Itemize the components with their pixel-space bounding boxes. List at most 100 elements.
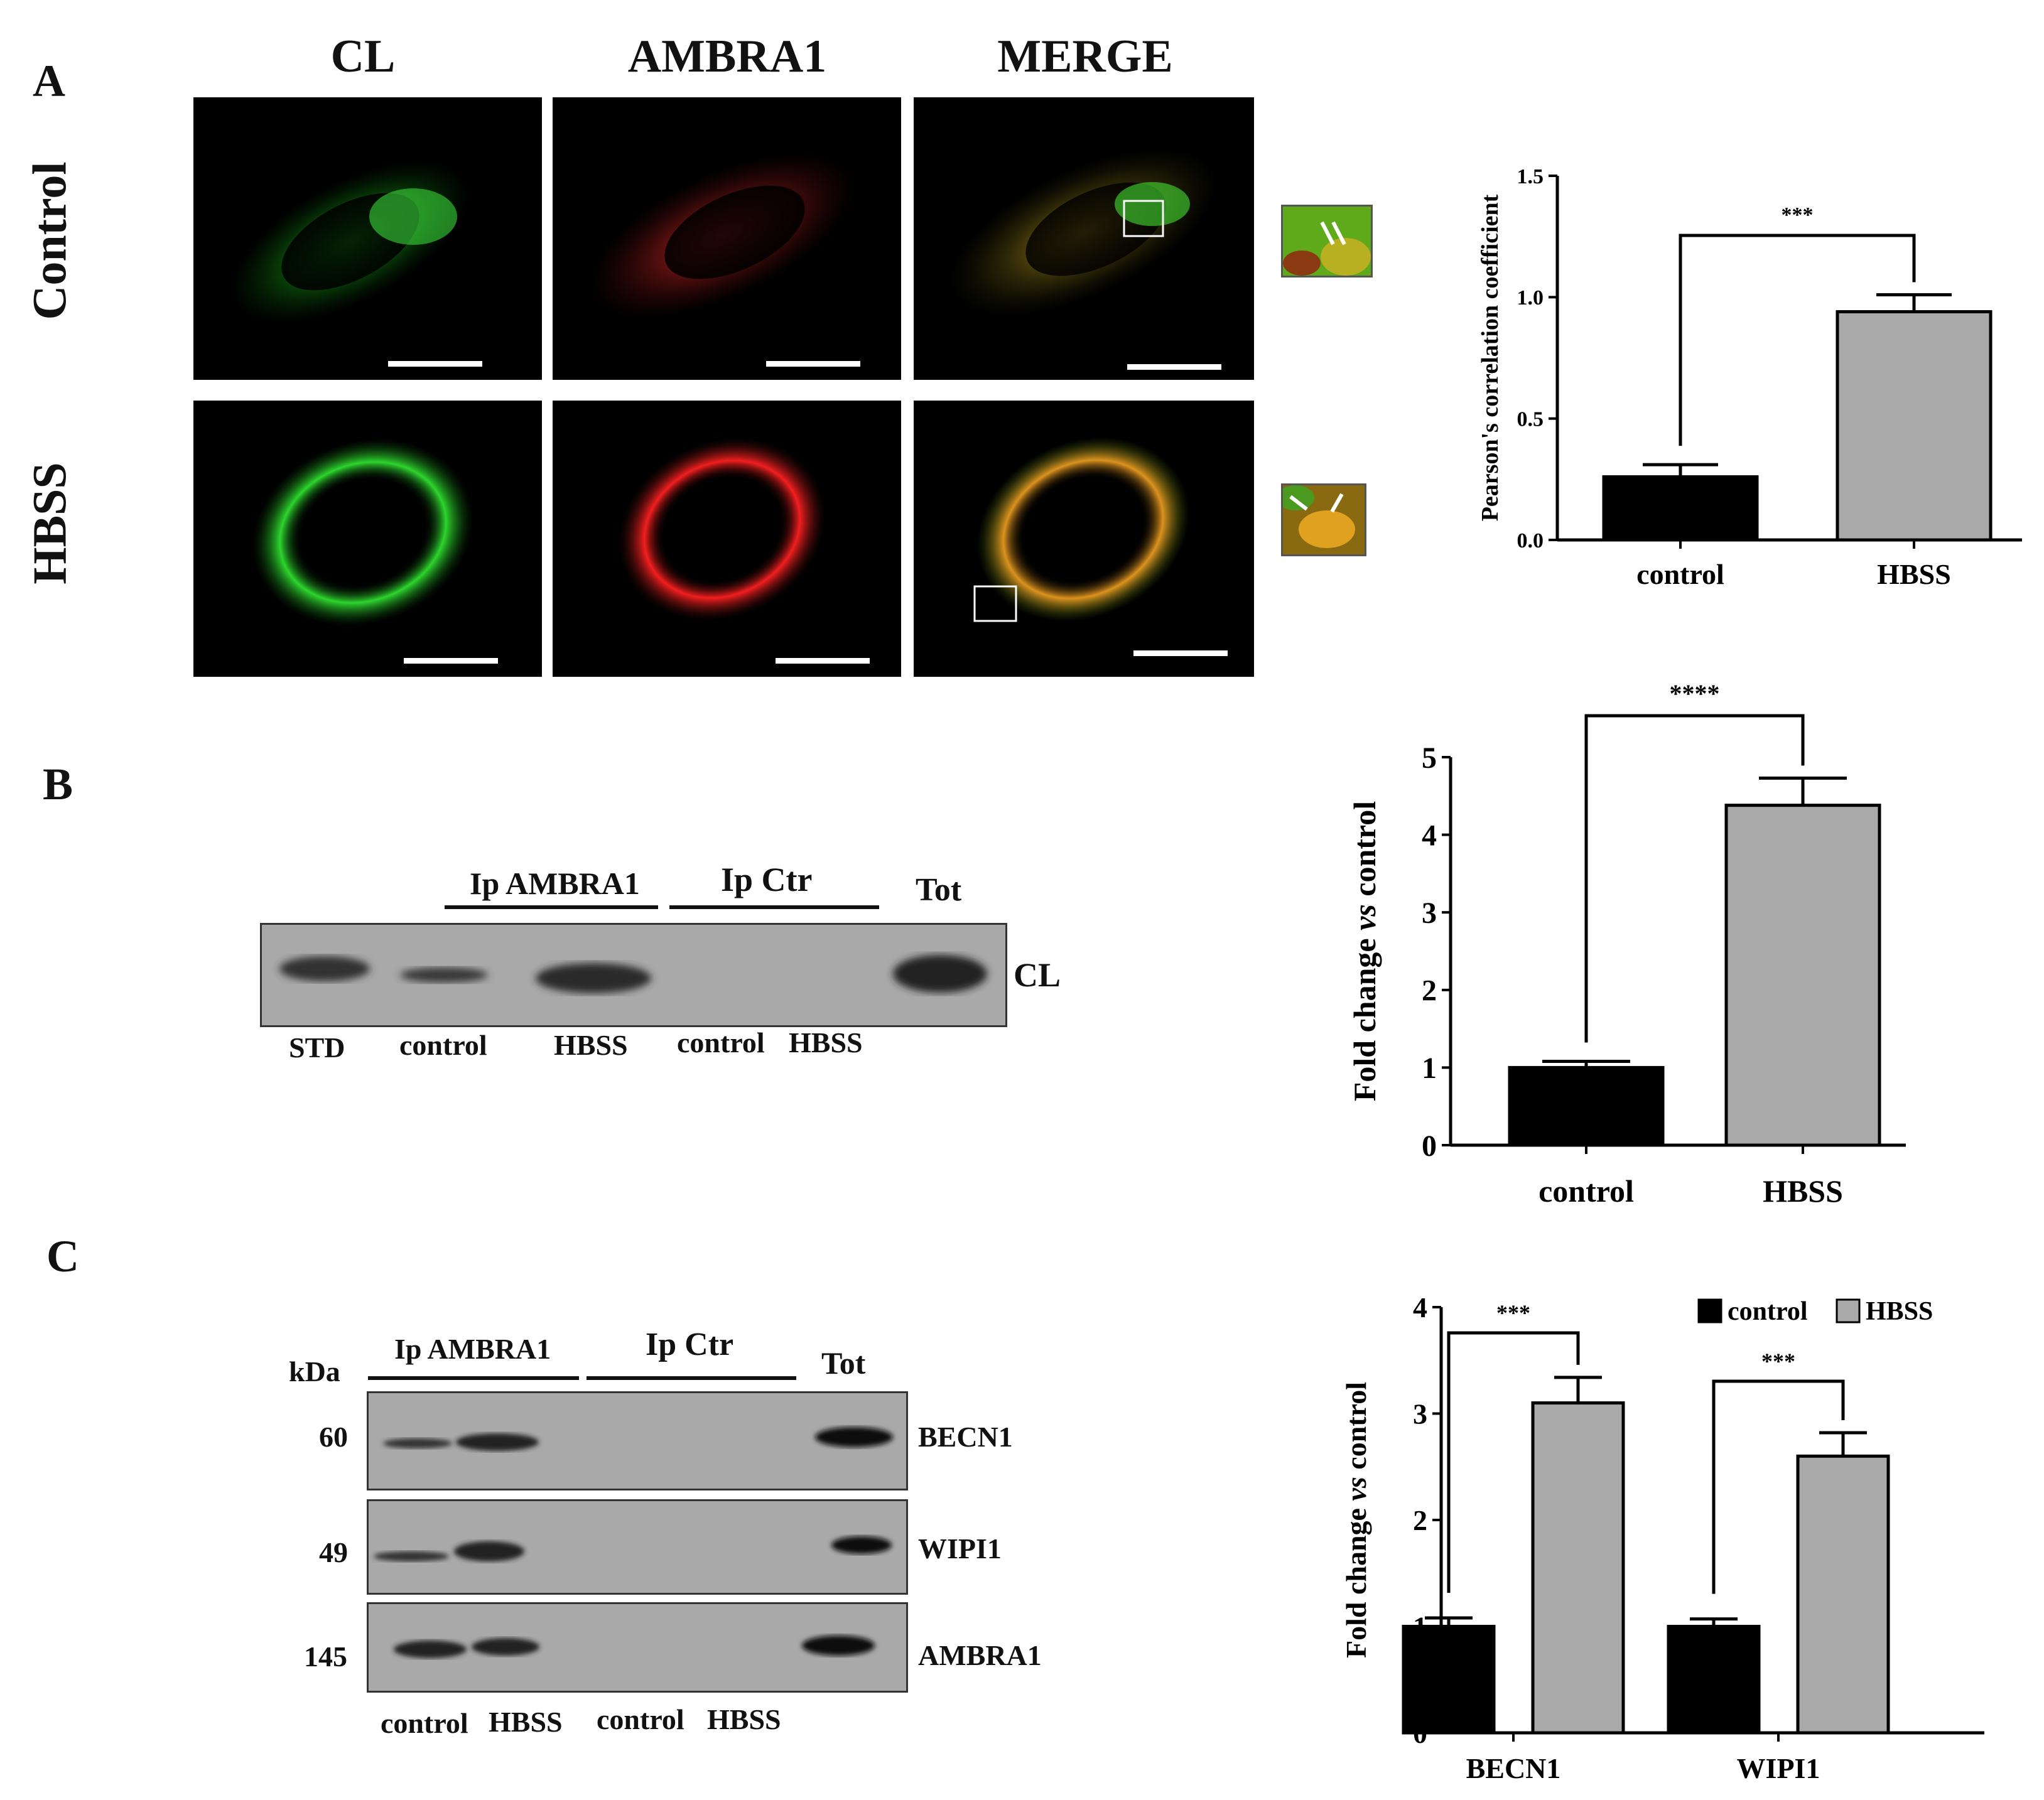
significance-bracket xyxy=(1712,1379,1845,1594)
y-axis-label: Pearson's correlation coefficient xyxy=(1477,194,1503,521)
c-marker-49: 49 xyxy=(319,1536,348,1568)
bar-becn1-control xyxy=(1402,1625,1496,1735)
column-header-cl: CL xyxy=(330,31,396,82)
c-blot-wipi1 xyxy=(367,1499,908,1595)
scale-bar xyxy=(766,361,860,367)
c-kda-label: kDa xyxy=(289,1355,340,1388)
b-lane-std: STD xyxy=(289,1032,345,1064)
legend-swatch-hbss xyxy=(1836,1298,1861,1323)
significance-label: *** xyxy=(1761,1349,1795,1374)
inset-control-zoom xyxy=(1281,205,1373,278)
c-blot-becn1 xyxy=(367,1391,908,1490)
bar-wipi1-hbss xyxy=(1796,1454,1890,1735)
c-label-becn1: BECN1 xyxy=(918,1421,1013,1453)
b-header-tot: Tot xyxy=(916,872,962,908)
row-header-hbss: HBSS xyxy=(23,462,77,585)
b-lane-ctr-control: control xyxy=(677,1027,765,1059)
b-bracket-ip-ctr xyxy=(669,905,879,909)
x-tick-label: control xyxy=(1538,1173,1634,1209)
c-lane-control: control xyxy=(381,1707,468,1739)
y-tick-label: 5 xyxy=(1422,741,1437,775)
row-header-control: Control xyxy=(23,161,77,320)
significance-bracket xyxy=(1584,714,1805,1043)
legend-label-control: control xyxy=(1728,1297,1808,1326)
b-lane-ctr-hbss: HBSS xyxy=(789,1027,863,1059)
legend-swatch-control xyxy=(1697,1298,1722,1323)
bar-wipi1-control xyxy=(1667,1625,1761,1735)
bar-hbss xyxy=(1836,310,1993,542)
c-marker-60: 60 xyxy=(319,1421,348,1453)
zoom-box xyxy=(973,585,1017,622)
micrograph-control-merge xyxy=(914,97,1254,380)
fold-change-grouped-chart: 01234Fold change vs controlBECN1***WIPI1… xyxy=(1340,1291,1984,1784)
pearson-bar-chart: 0.0 0.5 1.0 1.5 Pearson's correlation coeffi… xyxy=(1477,165,2022,590)
b-lane-control: control xyxy=(399,1029,487,1061)
column-header-merge: MERGE xyxy=(997,31,1173,82)
y-tick-label: 1 xyxy=(1422,1052,1437,1085)
micrograph-control-cl xyxy=(193,97,542,380)
y-tick-label: 3 xyxy=(1422,897,1437,930)
bar-hbss xyxy=(1724,804,1881,1147)
c-bracket-ip-ambra1 xyxy=(368,1376,579,1380)
scale-bar xyxy=(776,658,870,664)
x-tick-label: control xyxy=(1636,558,1724,590)
y-tick-label: 2 xyxy=(1422,974,1437,1008)
c-blot-ambra1 xyxy=(367,1602,908,1693)
y-tick-label: 1.0 xyxy=(1517,286,1544,310)
c-header-tot: Tot xyxy=(821,1345,866,1381)
bar-becn1-hbss xyxy=(1531,1401,1625,1735)
x-tick-label: BECN1 xyxy=(1466,1752,1561,1784)
b-band-label: CL xyxy=(1014,956,1061,994)
y-tick-label: 4 xyxy=(1413,1291,1427,1323)
y-tick-label: 2 xyxy=(1413,1504,1427,1536)
significance-label: *** xyxy=(1496,1300,1530,1325)
micrograph-control-ambra1 xyxy=(553,97,901,380)
x-tick-label: HBSS xyxy=(1763,1173,1843,1209)
legend-label-hbss: HBSS xyxy=(1866,1297,1933,1326)
c-header-ip-ctr: Ip Ctr xyxy=(646,1327,734,1362)
panel-a-letter: A xyxy=(33,56,65,106)
scale-bar xyxy=(1127,364,1221,370)
c-lane-ctr-control: control xyxy=(597,1703,684,1735)
b-bracket-ip-ambra1 xyxy=(445,905,658,909)
y-tick-label: 4 xyxy=(1422,819,1437,852)
b-header-ip-ctr: Ip Ctr xyxy=(721,861,813,898)
micrograph-hbss-ambra1 xyxy=(553,401,901,677)
y-tick-label: 3 xyxy=(1413,1398,1427,1430)
b-western-blot xyxy=(260,923,1007,1027)
panel-b-letter: B xyxy=(43,759,73,809)
x-tick-label: HBSS xyxy=(1877,558,1951,590)
significance-label: *** xyxy=(1782,203,1814,227)
significance-label: **** xyxy=(1670,679,1720,708)
y-axis-label: Fold change vs control xyxy=(1340,1382,1372,1658)
c-lane-hbss: HBSS xyxy=(489,1706,563,1738)
b-header-ip-ambra1: Ip AMBRA1 xyxy=(470,866,640,901)
y-tick-label: 0 xyxy=(1422,1129,1437,1163)
x-tick-label: WIPI1 xyxy=(1737,1752,1820,1784)
bar-control xyxy=(1602,475,1759,542)
y-tick-label: 1.5 xyxy=(1517,165,1544,188)
micrograph-hbss-cl xyxy=(193,401,542,677)
c-bracket-ip-ctr xyxy=(587,1376,796,1380)
c-lane-ctr-hbss: HBSS xyxy=(707,1703,781,1735)
scale-bar xyxy=(388,361,482,367)
c-marker-145: 145 xyxy=(304,1641,347,1673)
inset-hbss-zoom xyxy=(1281,483,1366,556)
b-lane-hbss: HBSS xyxy=(554,1029,628,1061)
y-tick-label: 0.5 xyxy=(1517,408,1544,431)
bar-control xyxy=(1508,1065,1665,1147)
micrograph-hbss-merge xyxy=(914,401,1254,677)
scale-bar xyxy=(404,658,498,664)
panel-c-letter: C xyxy=(46,1231,79,1281)
y-tick-label: 0.0 xyxy=(1517,529,1544,552)
column-header-ambra1: AMBRA1 xyxy=(627,31,827,82)
significance-bracket xyxy=(1447,1331,1580,1593)
c-label-ambra1: AMBRA1 xyxy=(918,1639,1042,1671)
y-axis-label: Fold change vs control xyxy=(1347,801,1382,1101)
fold-change-cl-chart: 0 1 2 3 4 5 Fold change vs control control HBSS *… xyxy=(1347,679,1906,1209)
scale-bar xyxy=(1133,650,1228,656)
c-header-ip-ambra1: Ip AMBRA1 xyxy=(394,1333,551,1365)
c-label-wipi1: WIPI1 xyxy=(918,1533,1002,1565)
zoom-box xyxy=(1123,200,1164,237)
